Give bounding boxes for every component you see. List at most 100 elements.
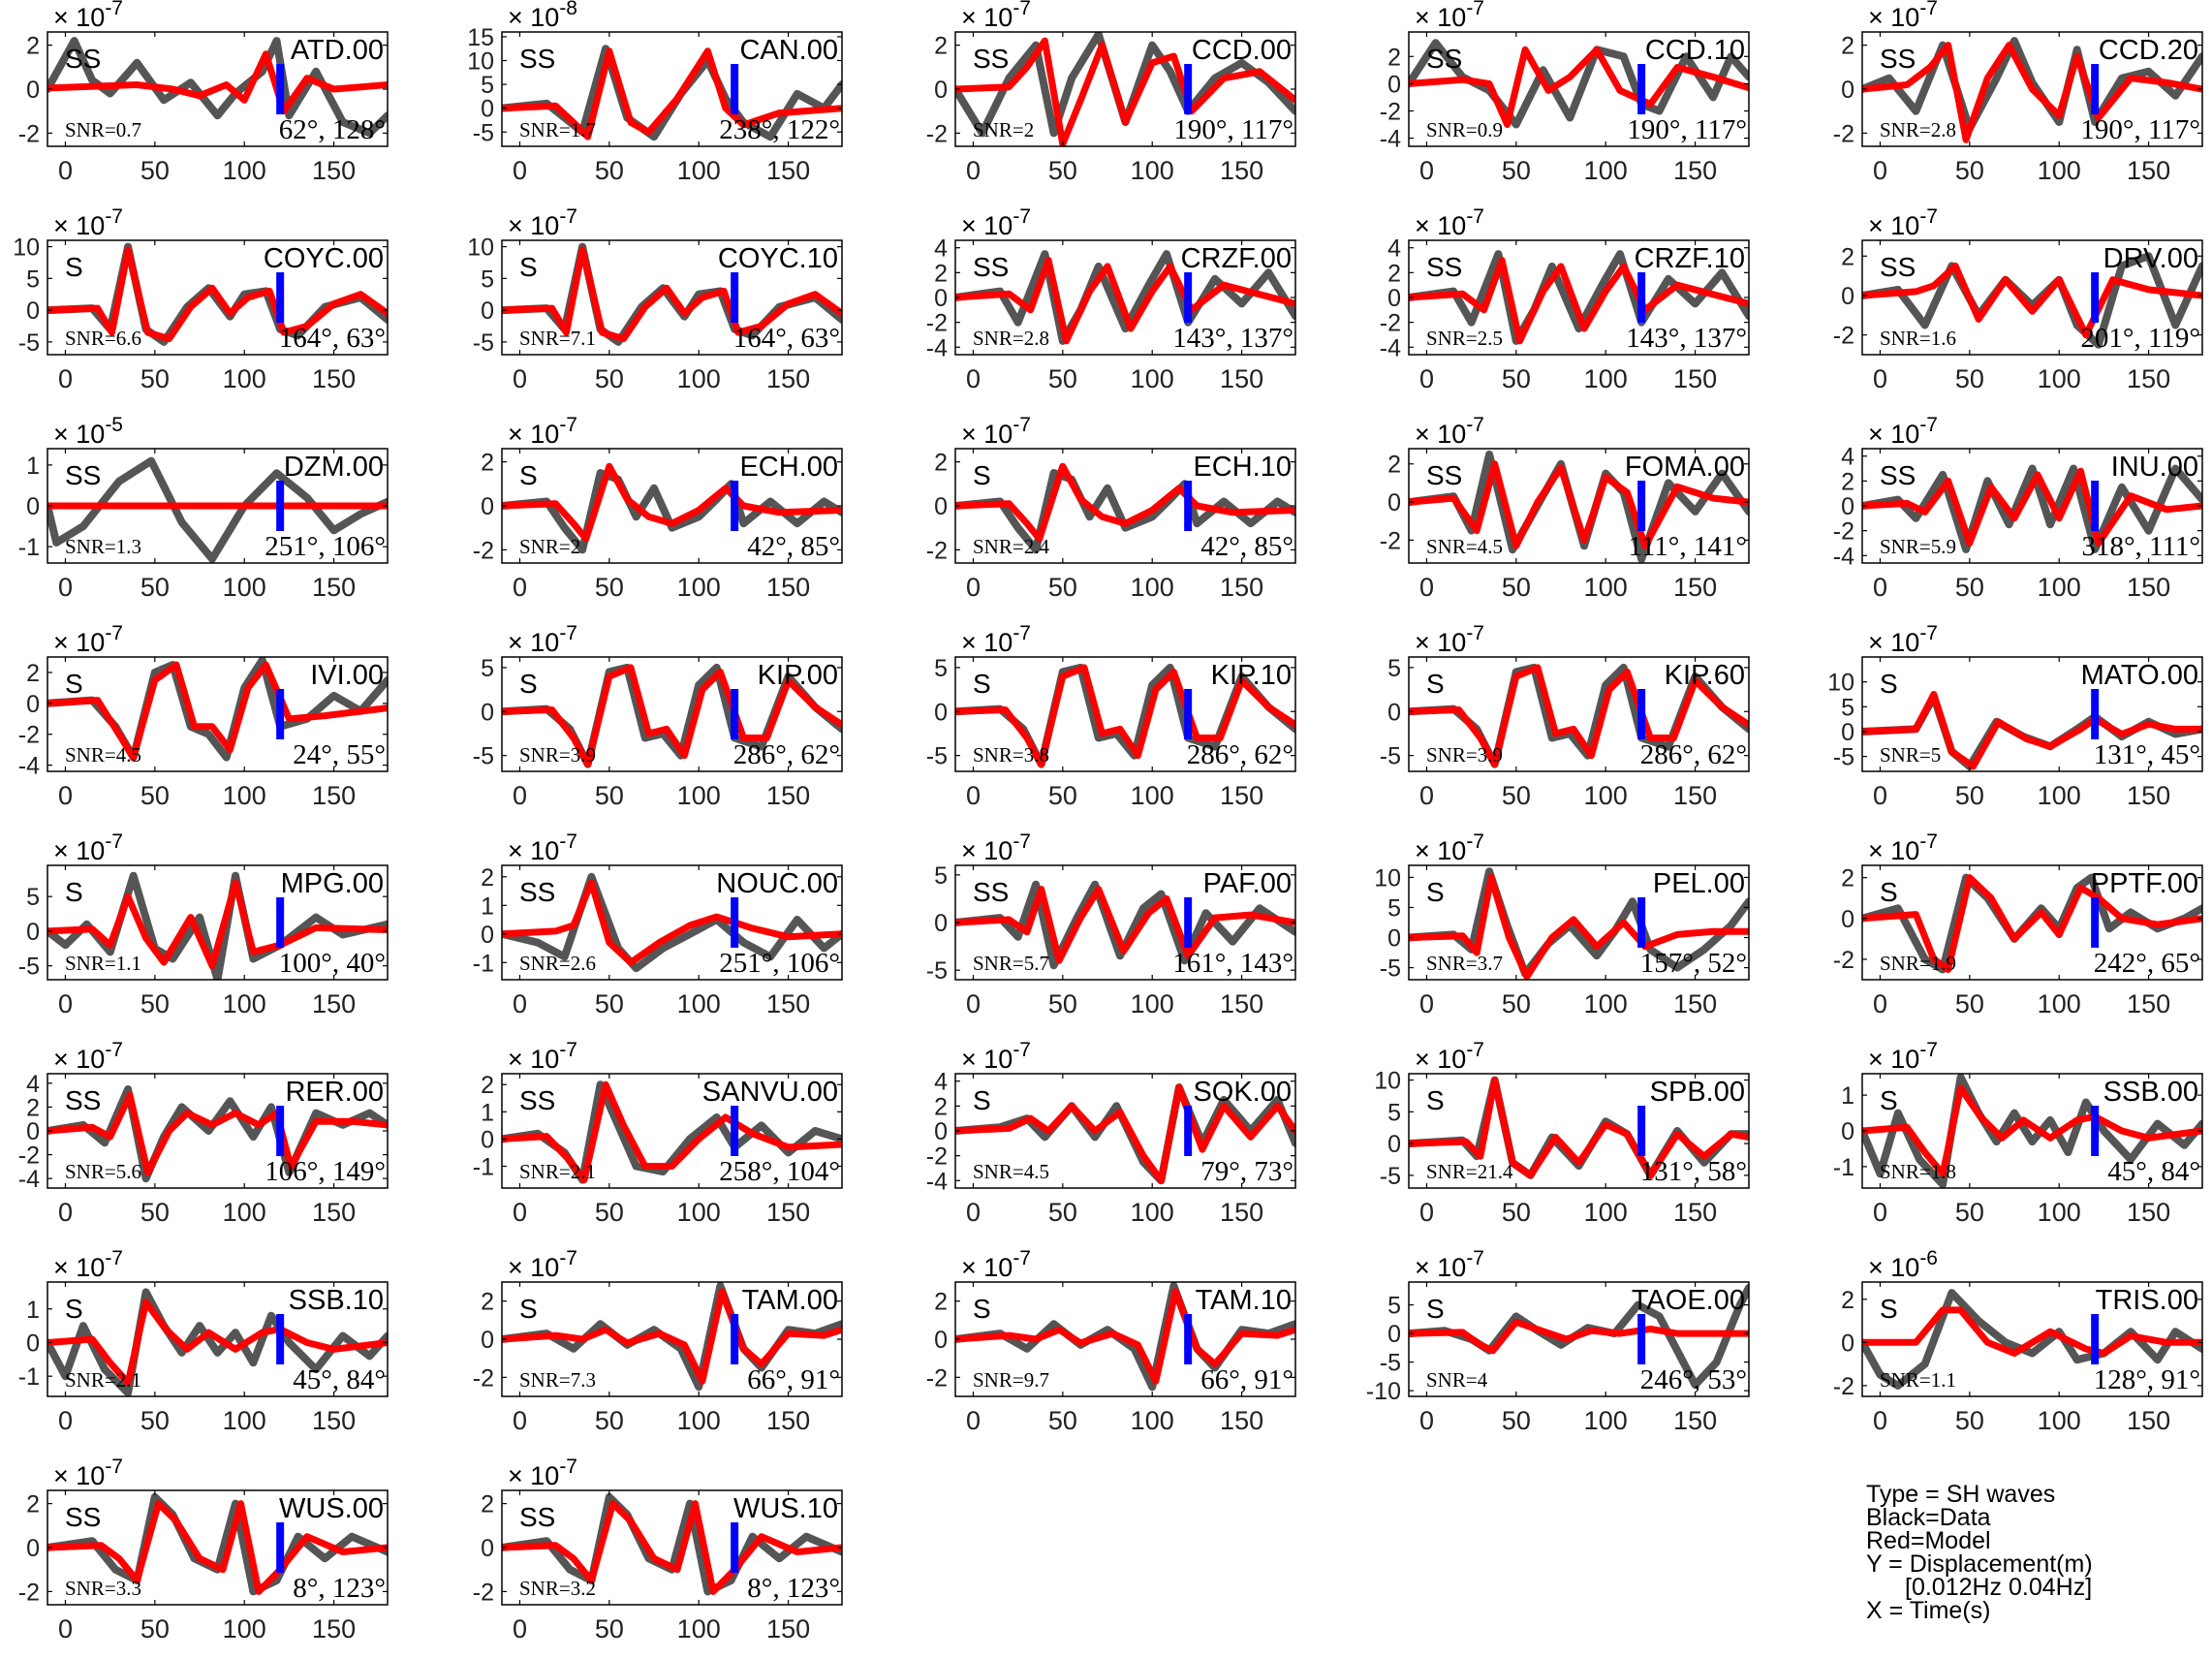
plot-area: [502, 45, 842, 141]
panel-tam-10: 0 50 100 150 2 0 -2 × 10-7 S TAM.10 SNR=9.7 66°, 91…: [926, 1247, 1296, 1435]
phase-label: SS: [1426, 252, 1462, 282]
x-tick-label: 50: [1955, 1198, 1984, 1227]
y-tick-label: -5: [1380, 955, 1401, 983]
y-tick-label: 2: [934, 1093, 948, 1120]
y-exponent-power: -7: [1013, 830, 1031, 853]
phase-label: SS: [519, 1502, 555, 1532]
x-tick-label: 150: [1220, 1198, 1263, 1227]
y-tick-label: -5: [18, 954, 40, 981]
x-tick-label: 0: [1419, 1198, 1434, 1227]
x-tick-label: 0: [58, 156, 73, 185]
data-trace: [1862, 1289, 2202, 1390]
azimuth-takeoff-label: 251°, 106°: [265, 531, 386, 562]
y-tick-label: -2: [926, 1364, 948, 1392]
legend-band: [0.012Hz 0.04Hz]: [1905, 1574, 2093, 1601]
y-tick-label: 0: [26, 691, 40, 718]
y-tick-label: 5: [1387, 1099, 1401, 1126]
phase-label: S: [973, 1085, 991, 1115]
y-tick-label: 1: [1841, 1082, 1854, 1110]
y-tick-label: 4: [26, 1071, 40, 1098]
x-tick-label: 100: [1131, 156, 1174, 185]
plot-area: [502, 872, 842, 973]
y-tick-label: 2: [481, 864, 494, 892]
x-tick-label: 50: [1955, 364, 1984, 393]
y-tick-label: -5: [926, 743, 948, 770]
x-tick-label: 150: [1673, 781, 1717, 810]
snr-label: SNR=0.7: [65, 118, 141, 141]
y-exponent-label: × 10-7: [961, 1247, 1031, 1282]
x-tick-label: 0: [1873, 989, 1887, 1018]
y-tick-label: 0: [481, 1126, 494, 1153]
x-tick-label: 150: [312, 364, 356, 393]
x-tick-label: 0: [1873, 781, 1887, 810]
phase-label: S: [1426, 877, 1445, 907]
y-tick-label: 0: [26, 493, 40, 520]
y-exponent-label: × 10-7: [53, 1456, 123, 1490]
x-tick-label: 100: [677, 1406, 721, 1435]
data-trace: [955, 250, 1295, 345]
data-trace: [1862, 464, 2202, 553]
station-label: ECH.00: [739, 452, 838, 483]
y-exponent-power: -7: [1013, 1247, 1031, 1269]
x-tick-label: 50: [595, 1198, 624, 1227]
panel-ech-00: 0 50 100 150 2 0 -2 × 10-7 S ECH.00 SNR=2 42°, 85°: [473, 414, 843, 602]
data-trace: [955, 880, 1295, 970]
y-exponent-power: -7: [1466, 205, 1484, 228]
plot-area: [502, 242, 842, 346]
y-exponent-power: -7: [1013, 205, 1031, 228]
y-tick-label: 0: [26, 1330, 40, 1357]
x-tick-label: 100: [223, 1406, 266, 1435]
panel-tris-00: 0 50 100 150 2 0 -2 × 10-6 S TRIS.00 SNR=1.1 128°, …: [1833, 1247, 2203, 1435]
x-tick-label: 0: [513, 1198, 527, 1227]
y-tick-label: 10: [1827, 670, 1854, 697]
y-tick-label: 0: [934, 1327, 948, 1354]
y-tick-label: 0: [1387, 1321, 1401, 1348]
model-trace: [502, 1500, 842, 1595]
x-tick-label: 0: [1873, 156, 1887, 185]
station-label: MPG.00: [281, 868, 384, 899]
phase-label: SS: [1426, 460, 1462, 490]
x-tick-label: 100: [2038, 989, 2081, 1018]
x-tick-label: 150: [2127, 156, 2170, 185]
y-tick-label: 5: [481, 266, 494, 293]
plot-area: [47, 657, 388, 762]
x-tick-label: 100: [677, 364, 721, 393]
snr-label: SNR=3.9: [1426, 743, 1503, 767]
x-tick-label: 150: [2127, 989, 2170, 1018]
station-label: INU.00: [2111, 452, 2198, 483]
x-tick-label: 0: [513, 364, 527, 393]
plot-area: [47, 1492, 388, 1596]
plot-area: [955, 880, 1295, 970]
y-tick-label: 2: [1841, 243, 1854, 270]
x-tick-label: 0: [1419, 156, 1434, 185]
y-exponent-power: -7: [1013, 0, 1031, 19]
azimuth-takeoff-label: 286°, 62°: [1187, 739, 1293, 770]
azimuth-takeoff-label: 131°, 45°: [2094, 739, 2200, 770]
x-tick-label: 100: [677, 1614, 721, 1643]
plot-area: [502, 1492, 842, 1596]
panel-tam-00: 0 50 100 150 2 0 -2 × 10-7 S TAM.00 SNR=7.3 66°, 91…: [473, 1247, 843, 1435]
panel-drv-00: 0 50 100 150 2 0 -2 × 10-7 SS DRV.00 SNR=1.6 201°, …: [1833, 205, 2203, 393]
y-tick-label: 0: [1387, 489, 1401, 516]
x-tick-label: 50: [140, 989, 170, 1018]
y-tick-label: 1: [26, 1297, 40, 1324]
y-exponent-power: -7: [1919, 0, 1938, 19]
data-trace: [1409, 250, 1749, 345]
data-trace: [1409, 450, 1749, 563]
azimuth-takeoff-label: 190°, 117°: [2080, 114, 2200, 145]
station-label: RER.00: [285, 1077, 384, 1108]
panel-ssb-10: 0 50 100 150 1 0 -1 × 10-7 S SSB.10 SNR=2.1 45°, 84…: [18, 1247, 389, 1435]
y-tick-label: 0: [26, 1535, 40, 1562]
station-label: MATO.00: [2081, 660, 2198, 691]
snr-label: SNR=1.3: [65, 535, 141, 558]
x-tick-label: 50: [140, 1406, 170, 1435]
azimuth-takeoff-label: 45°, 84°: [293, 1364, 386, 1395]
station-label: CCD.20: [2099, 35, 2198, 66]
x-tick-label: 150: [312, 156, 356, 185]
